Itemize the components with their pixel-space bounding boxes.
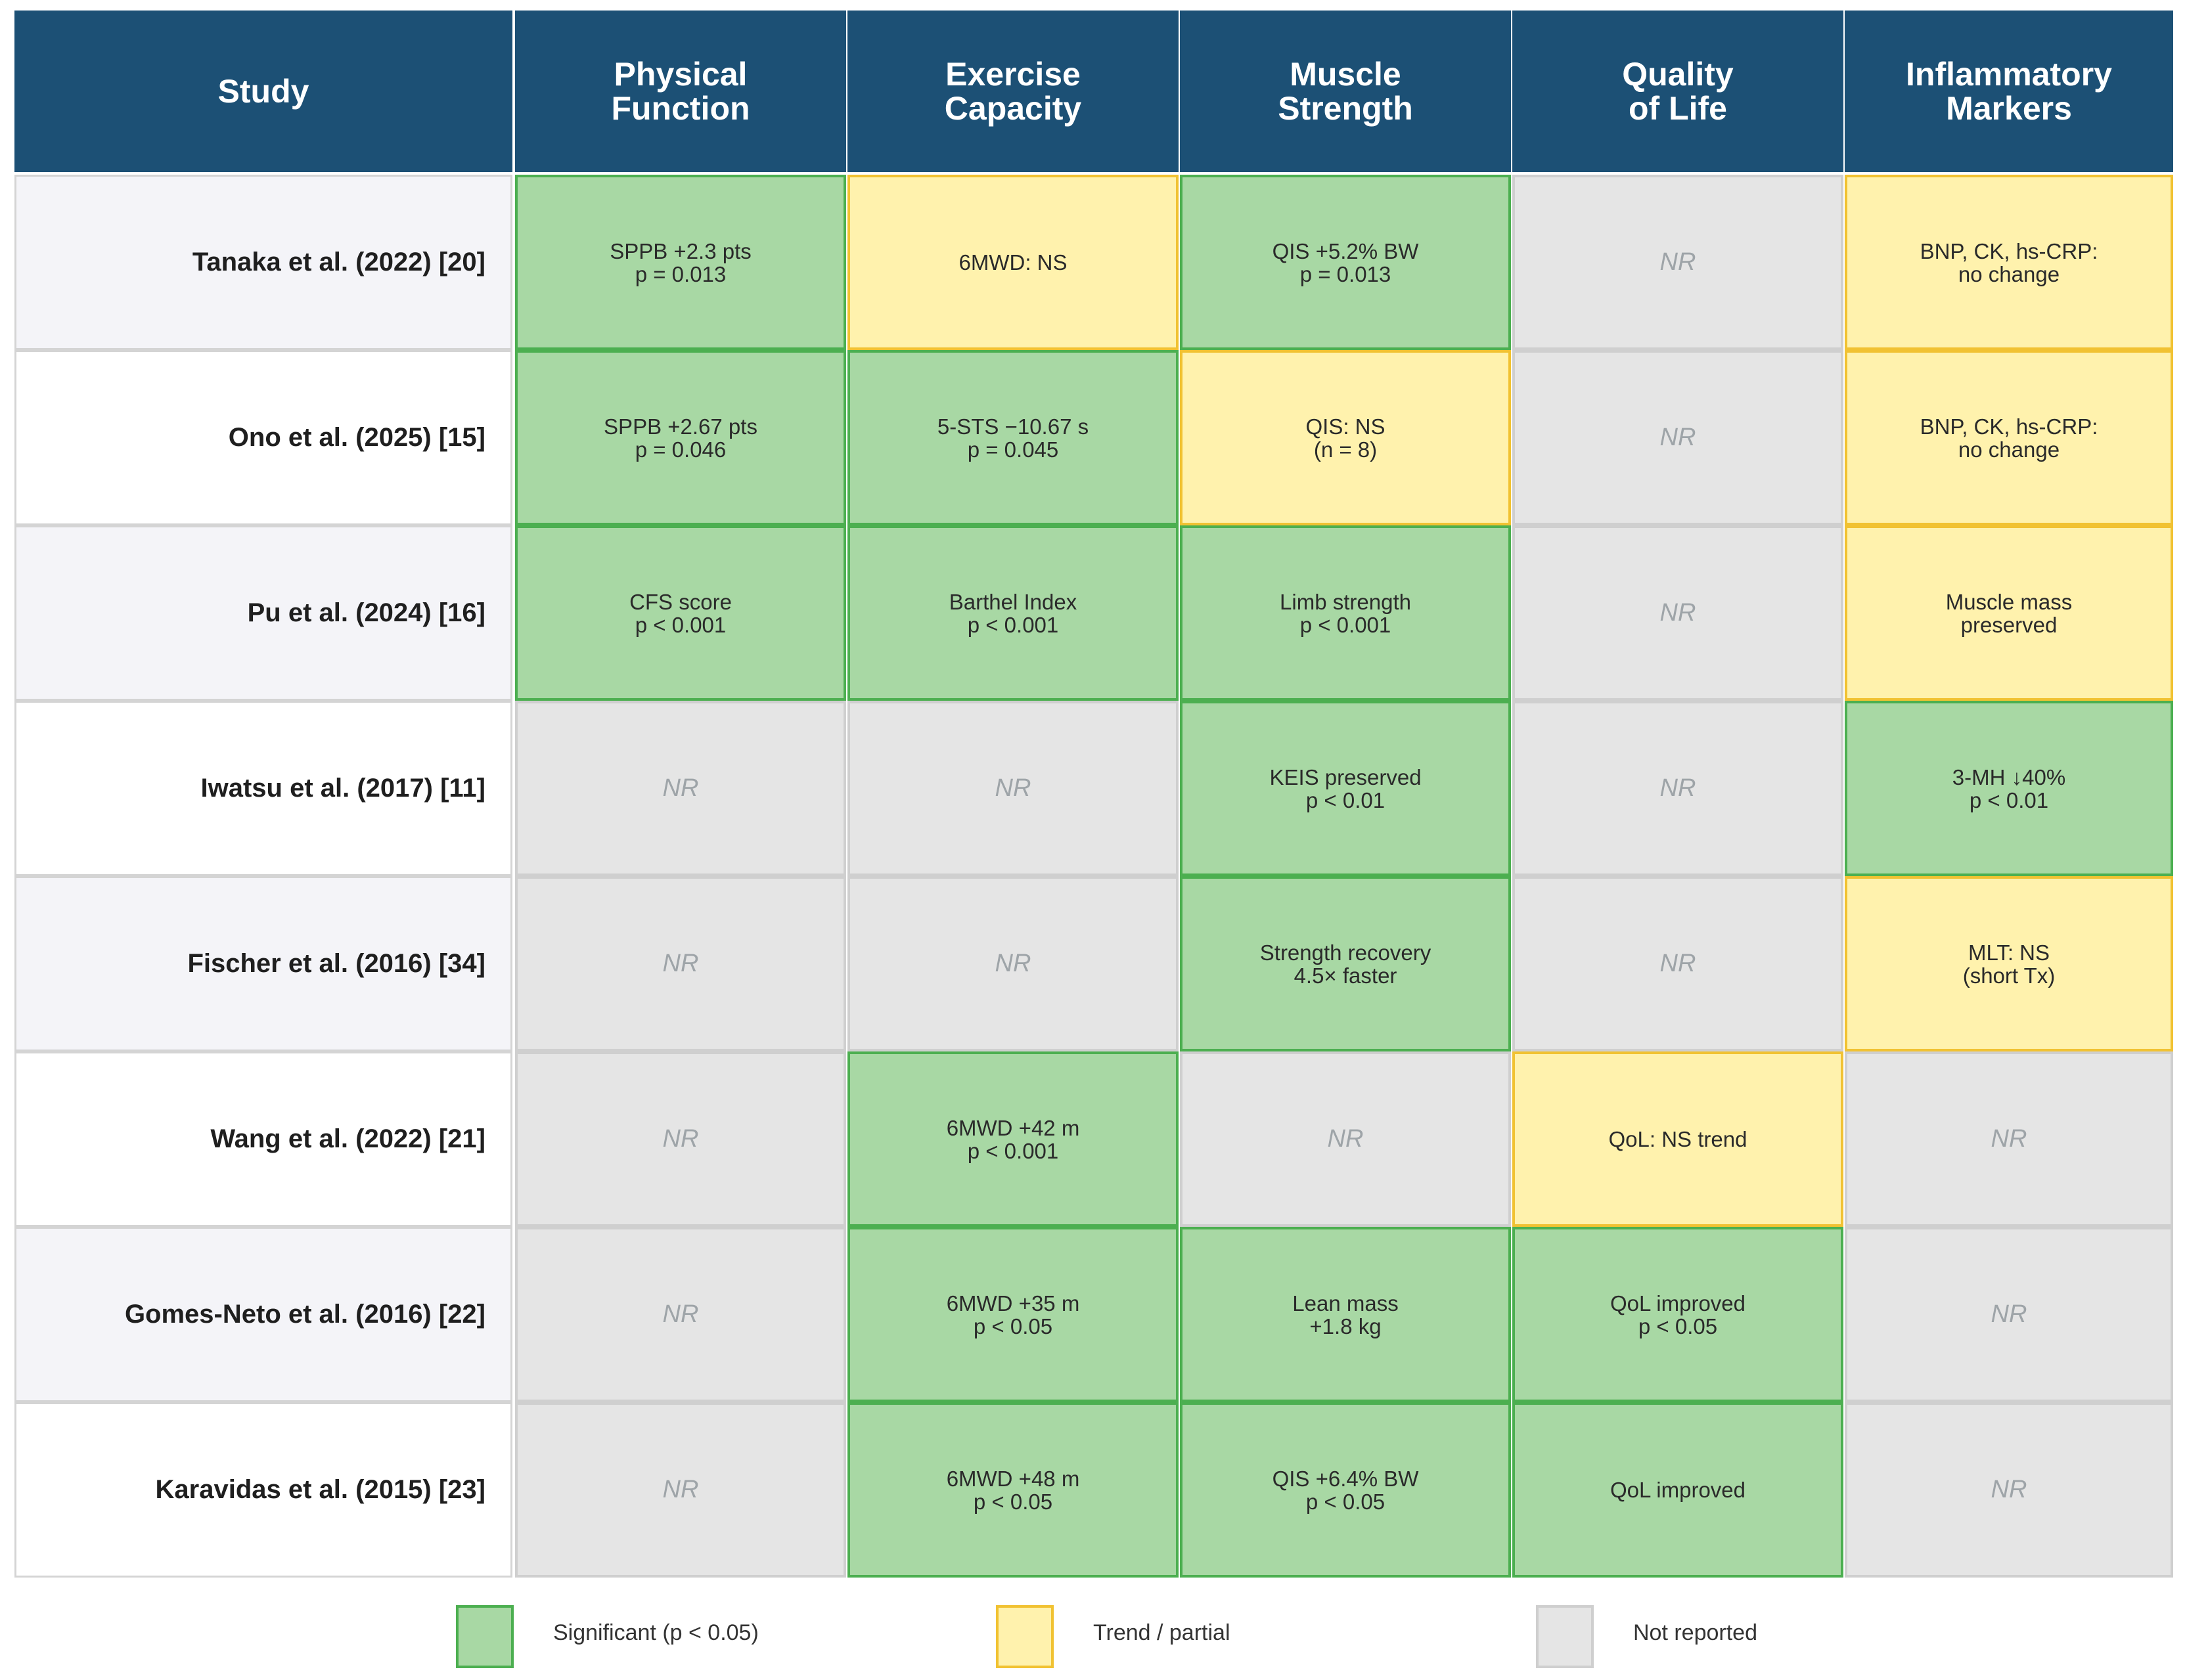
study-name-cell: Tanaka et al. (2022) [20] <box>14 175 512 350</box>
outcome-cell-sig: 6MWD +35 m p < 0.05 <box>847 1227 1179 1402</box>
outcome-cell-sig: SPPB +2.67 pts p = 0.046 <box>515 350 846 525</box>
outcome-cell-nr: NR <box>1512 350 1843 525</box>
outcome-cell-trend: 6MWD: NS <box>847 175 1179 350</box>
outcome-cell-sig: 3-MH ↓40% p < 0.01 <box>1845 701 2173 876</box>
legend-swatch-sig <box>456 1605 514 1668</box>
study-name-cell: Gomes-Neto et al. (2016) [22] <box>14 1227 512 1402</box>
outcome-cell-sig: CFS score p < 0.001 <box>515 525 846 701</box>
outcome-cell-sig: QoL improved p < 0.05 <box>1512 1227 1843 1402</box>
column-header: Physical Function <box>515 11 846 172</box>
outcome-cell-sig: Strength recovery 4.5× faster <box>1180 876 1511 1051</box>
study-name-cell: Iwatsu et al. (2017) [11] <box>14 701 512 876</box>
legend-label: Significant (p < 0.05) <box>553 1620 759 1645</box>
outcome-cell-nr: NR <box>1512 701 1843 876</box>
outcome-cell-sig: QoL improved <box>1512 1402 1843 1578</box>
study-name-cell: Wang et al. (2022) [21] <box>14 1051 512 1227</box>
outcome-cell-sig: QIS +5.2% BW p = 0.013 <box>1180 175 1511 350</box>
legend-label: Not reported <box>1633 1620 1757 1645</box>
outcome-cell-nr: NR <box>515 701 846 876</box>
outcomes-table: Study Physical Function Exercise Capacity M… <box>14 11 2173 1578</box>
study-name-cell: Karavidas et al. (2015) [23] <box>14 1402 512 1578</box>
outcome-cell-nr: NR <box>1512 525 1843 701</box>
study-name-cell: Fischer et al. (2016) [34] <box>14 876 512 1051</box>
outcome-cell-trend: BNP, CK, hs-CRP: no change <box>1845 350 2173 525</box>
outcome-cell-trend: QIS: NS (n = 8) <box>1180 350 1511 525</box>
outcome-cell-trend: MLT: NS (short Tx) <box>1845 876 2173 1051</box>
legend: Significant (p < 0.05) Trend / partial Not… <box>0 1600 2185 1672</box>
legend-label: Trend / partial <box>1093 1620 1230 1645</box>
outcome-cell-trend: BNP, CK, hs-CRP: no change <box>1845 175 2173 350</box>
outcome-cell-nr: NR <box>1845 1051 2173 1227</box>
outcome-cell-nr: NR <box>847 701 1179 876</box>
outcome-cell-trend: QoL: NS trend <box>1512 1051 1843 1227</box>
outcome-cell-sig: QIS +6.4% BW p < 0.05 <box>1180 1402 1511 1578</box>
outcome-cell-nr: NR <box>515 876 846 1051</box>
outcome-cell-nr: NR <box>515 1402 846 1578</box>
outcome-cell-sig: 5-STS −10.67 s p = 0.045 <box>847 350 1179 525</box>
outcome-cell-nr: NR <box>847 876 1179 1051</box>
outcome-cell-nr: NR <box>1845 1402 2173 1578</box>
column-header: Study <box>14 11 512 172</box>
outcome-cell-nr: NR <box>1512 175 1843 350</box>
outcome-cell-sig: SPPB +2.3 pts p = 0.013 <box>515 175 846 350</box>
outcome-cell-sig: 6MWD +42 m p < 0.001 <box>847 1051 1179 1227</box>
legend-swatch-nr <box>1536 1605 1594 1668</box>
outcome-cell-sig: Lean mass +1.8 kg <box>1180 1227 1511 1402</box>
study-name-cell: Pu et al. (2024) [16] <box>14 525 512 701</box>
outcome-cell-nr: NR <box>515 1051 846 1227</box>
outcome-cell-nr: NR <box>1845 1227 2173 1402</box>
column-header: Muscle Strength <box>1180 11 1511 172</box>
outcome-cell-nr: NR <box>1512 876 1843 1051</box>
outcome-cell-trend: Muscle mass preserved <box>1845 525 2173 701</box>
column-header: Inflammatory Markers <box>1845 11 2173 172</box>
outcome-cell-sig: KEIS preserved p < 0.01 <box>1180 701 1511 876</box>
column-header: Quality of Life <box>1512 11 1843 172</box>
outcome-cell-sig: Barthel Index p < 0.001 <box>847 525 1179 701</box>
outcome-cell-nr: NR <box>1180 1051 1511 1227</box>
outcome-cell-sig: 6MWD +48 m p < 0.05 <box>847 1402 1179 1578</box>
legend-swatch-trend <box>996 1605 1054 1668</box>
column-header: Exercise Capacity <box>847 11 1179 172</box>
study-name-cell: Ono et al. (2025) [15] <box>14 350 512 525</box>
outcome-cell-sig: Limb strength p < 0.001 <box>1180 525 1511 701</box>
outcome-cell-nr: NR <box>515 1227 846 1402</box>
